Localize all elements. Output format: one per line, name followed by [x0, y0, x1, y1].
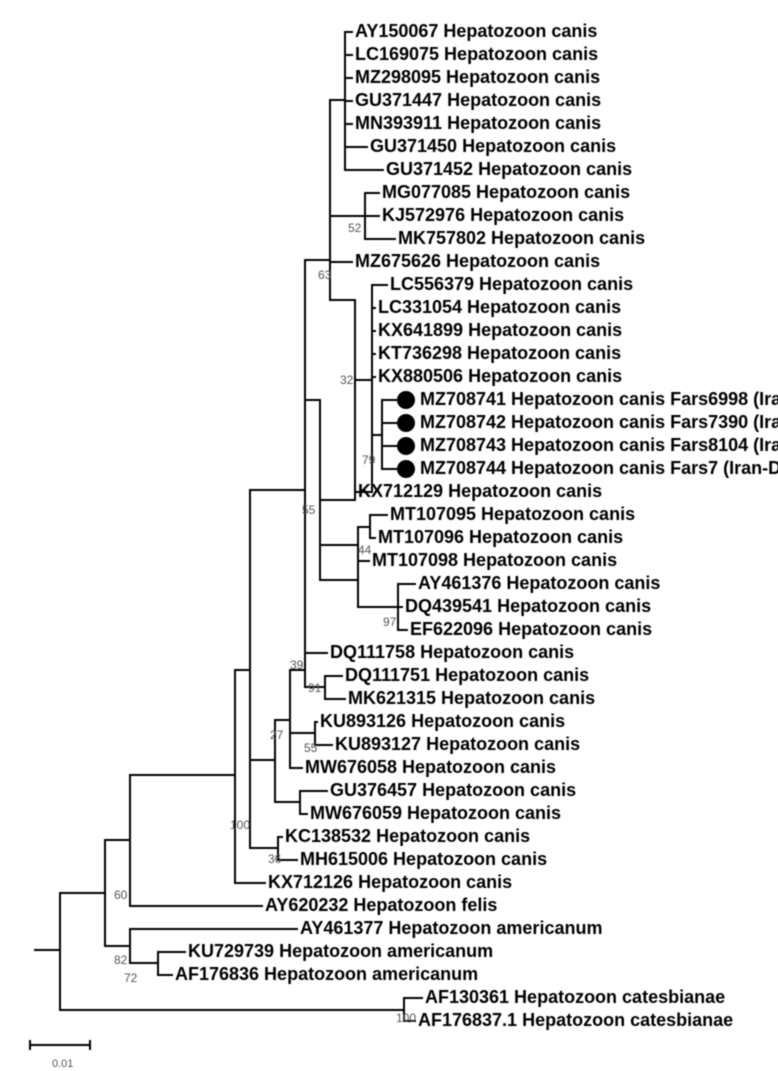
highlight-marker-icon: [397, 414, 415, 432]
bootstrap-value: 72: [124, 971, 137, 985]
bootstrap-value: 97: [383, 615, 396, 629]
taxon-label: MT107096 Hepatozoon canis: [378, 527, 623, 548]
taxon-label: GU371450 Hepatozoon canis: [370, 136, 616, 157]
taxon-label: MZ708743 Hepatozoon canis Fars8104 (Iran…: [420, 435, 778, 456]
taxon-label: KX880506 Hepatozoon canis: [378, 366, 622, 387]
taxon-label: AF130361 Hepatozoon catesbianae: [425, 987, 725, 1008]
taxon-label: MK621315 Hepatozoon canis: [348, 688, 595, 709]
bootstrap-value: 63: [318, 268, 331, 282]
scale-bar-label: 0.01: [52, 1058, 73, 1070]
taxon-label: MK757802 Hepatozoon canis: [398, 228, 645, 249]
taxon-label: KU893126 Hepatozoon canis: [320, 711, 565, 732]
taxon-label: MH615006 Hepatozoon canis: [300, 849, 547, 870]
taxon-label: LC169075 Hepatozoon canis: [355, 44, 598, 65]
taxon-label: KX712126 Hepatozoon canis: [268, 872, 512, 893]
taxon-label: AF176836 Hepatozoon americanum: [175, 964, 478, 985]
taxon-label: GU371452 Hepatozoon canis: [386, 159, 632, 180]
taxon-label: KT736298 Hepatozoon canis: [378, 343, 621, 364]
taxon-label: MT107098 Hepatozoon canis: [372, 550, 617, 571]
highlight-marker-icon: [397, 437, 415, 455]
taxon-label: DQ439541 Hepatozoon canis: [405, 596, 651, 617]
bootstrap-value: 39: [290, 658, 303, 672]
taxon-label: MZ708744 Hepatozoon canis Fars7 (Iran-Do…: [420, 458, 778, 479]
taxon-label: MZ708741 Hepatozoon canis Fars6998 (Iran…: [420, 389, 778, 410]
bootstrap-value: 100: [230, 818, 250, 832]
taxon-label: GU376457 Hepatozoon canis: [330, 780, 576, 801]
taxon-label: MZ675626 Hepatozoon canis: [355, 251, 600, 272]
taxon-label: KU893127 Hepatozoon canis: [335, 734, 580, 755]
taxon-label: MZ298095 Hepatozoon canis: [355, 67, 600, 88]
taxon-label: AY620232 Hepatozoon felis: [265, 895, 497, 916]
taxon-label: AY461376 Hepatozoon canis: [418, 573, 660, 594]
taxon-label: DQ111758 Hepatozoon canis: [330, 642, 574, 663]
taxon-label: AF176837.1 Hepatozoon catesbianae: [418, 1010, 733, 1031]
taxon-label: KU729739 Hepatozoon americanum: [188, 941, 493, 962]
taxon-label: DQ111751 Hepatozoon canis: [345, 665, 589, 686]
bootstrap-value: 36: [268, 852, 281, 866]
bootstrap-value: 55: [304, 741, 317, 755]
taxon-label: EF622096 Hepatozoon canis: [410, 619, 652, 640]
bootstrap-value: 32: [340, 373, 353, 387]
taxon-label: KX641899 Hepatozoon canis: [378, 320, 622, 341]
bootstrap-value: 52: [348, 221, 361, 235]
bootstrap-value: 44: [358, 543, 371, 557]
bootstrap-value: 55: [302, 503, 315, 517]
taxon-label: MW676059 Hepatozoon canis: [310, 803, 561, 824]
bootstrap-value: 91: [308, 681, 321, 695]
bootstrap-value: 60: [114, 888, 127, 902]
taxon-label: KC138532 Hepatozoon canis: [285, 826, 530, 847]
taxon-label: LC556379 Hepatozoon canis: [390, 274, 633, 295]
bootstrap-value: 79: [362, 453, 375, 467]
highlight-marker-icon: [397, 460, 415, 478]
taxon-label: LC331054 Hepatozoon canis: [378, 297, 621, 318]
taxon-label: KJ572976 Hepatozoon canis: [382, 205, 624, 226]
taxon-label: AY461377 Hepatozoon americanum: [300, 918, 602, 939]
scale-bar-line: [30, 1040, 90, 1050]
taxon-label: MT107095 Hepatozoon canis: [390, 504, 635, 525]
taxon-label: MW676058 Hepatozoon canis: [305, 757, 556, 778]
highlight-marker-icon: [397, 391, 415, 409]
taxon-label: MN393911 Hepatozoon canis: [355, 113, 601, 134]
bootstrap-value: 100: [396, 1011, 416, 1025]
taxon-label: MG077085 Hepatozoon canis: [382, 182, 630, 203]
taxon-label: KX712129 Hepatozoon canis: [358, 481, 602, 502]
taxon-label: GU371447 Hepatozoon canis: [355, 90, 601, 111]
bootstrap-value: 27: [270, 728, 283, 742]
taxon-label: AY150067 Hepatozoon canis: [355, 21, 597, 42]
taxon-label: MZ708742 Hepatozoon canis Fars7390 (Iran…: [420, 412, 778, 433]
bootstrap-value: 82: [114, 953, 127, 967]
